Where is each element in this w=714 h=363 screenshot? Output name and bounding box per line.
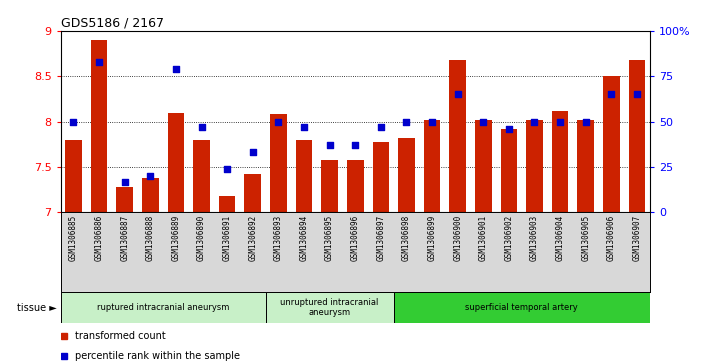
Point [580,119,591,125]
Text: GDS5186 / 2167: GDS5186 / 2167 [61,17,164,30]
Bar [218,196,236,212]
Bar [91,40,107,212]
Bar [266,292,393,323]
Text: GSM1306902: GSM1306902 [504,215,513,261]
Text: GSM1306903: GSM1306903 [530,215,539,261]
Bar [398,138,415,212]
Text: GSM1306899: GSM1306899 [428,215,436,261]
Text: GSM1306900: GSM1306900 [453,215,462,261]
Text: GSM1306906: GSM1306906 [607,215,615,261]
Bar [65,140,82,212]
Text: unruptured intracranial
aneurysm: unruptured intracranial aneurysm [281,298,379,317]
Bar [501,129,517,212]
Point [503,126,515,132]
Text: transformed count: transformed count [75,331,166,341]
Bar [393,292,650,323]
Point [273,119,284,125]
Bar [373,142,389,212]
Bar [61,292,266,323]
Point [68,119,79,125]
Point [145,173,156,179]
Bar [270,114,287,212]
Point [170,66,181,72]
Text: GSM1306892: GSM1306892 [248,215,257,261]
Bar [526,120,543,212]
Point [349,142,361,148]
Point [426,119,438,125]
Text: GSM1306904: GSM1306904 [555,215,565,261]
Text: GSM1306897: GSM1306897 [376,215,386,261]
Text: GSM1306905: GSM1306905 [581,215,590,261]
Bar [578,120,594,212]
Bar [168,113,184,212]
Point [401,119,412,125]
Text: GSM1306886: GSM1306886 [95,215,104,261]
Text: GSM1306891: GSM1306891 [223,215,231,261]
Point [196,124,207,130]
Point [529,119,540,125]
Text: GSM1306895: GSM1306895 [325,215,334,261]
Bar [552,111,568,212]
Bar [449,60,466,212]
Bar [603,76,620,212]
Text: GSM1306901: GSM1306901 [479,215,488,261]
Bar [296,140,312,212]
Point [554,119,565,125]
Text: tissue ►: tissue ► [17,303,57,313]
Text: GSM1306894: GSM1306894 [299,215,308,261]
Point [452,91,463,97]
Point [375,124,386,130]
Point [298,124,310,130]
Point [324,142,336,148]
Bar [321,160,338,212]
Bar [193,140,210,212]
Bar [347,160,363,212]
Bar [628,60,645,212]
Point [247,150,258,155]
Text: ruptured intracranial aneurysm: ruptured intracranial aneurysm [97,303,229,312]
Text: GSM1306888: GSM1306888 [146,215,155,261]
Bar [475,120,492,212]
Point [94,59,105,65]
Text: GSM1306890: GSM1306890 [197,215,206,261]
Point [221,166,233,172]
Text: GSM1306887: GSM1306887 [120,215,129,261]
Text: GSM1306885: GSM1306885 [69,215,78,261]
Text: GSM1306896: GSM1306896 [351,215,360,261]
Bar [244,174,261,212]
Bar [423,120,441,212]
Bar [142,178,159,212]
Text: percentile rank within the sample: percentile rank within the sample [75,351,240,361]
Point [478,119,489,125]
Point [631,91,643,97]
Text: GSM1306893: GSM1306893 [274,215,283,261]
Text: superficial temporal artery: superficial temporal artery [466,303,578,312]
Text: GSM1306889: GSM1306889 [171,215,181,261]
Bar [116,187,133,212]
Text: GSM1306907: GSM1306907 [633,215,641,261]
Text: GSM1306898: GSM1306898 [402,215,411,261]
Point [605,91,617,97]
Point [119,179,131,184]
